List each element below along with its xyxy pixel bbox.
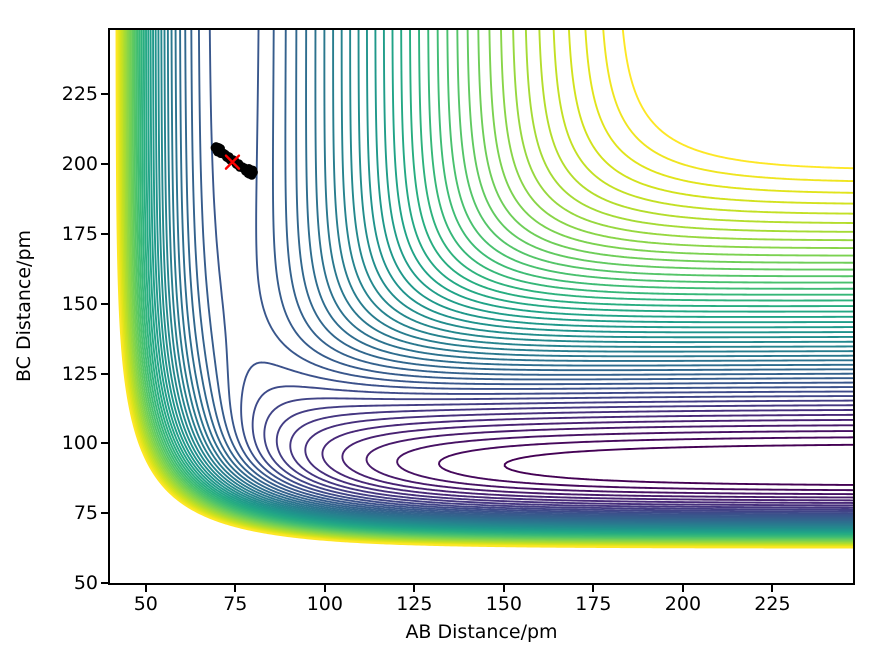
- x-tick-mark: [681, 585, 684, 592]
- x-tick-label: 200: [664, 593, 702, 615]
- x-tick-mark: [592, 585, 595, 592]
- x-tick-label: 125: [396, 593, 433, 615]
- x-tick-label: 150: [485, 593, 522, 615]
- y-axis-label: BC Distance/pm: [13, 229, 35, 383]
- x-tick-mark: [144, 585, 147, 592]
- x-tick-mark: [502, 585, 505, 592]
- y-tick-mark: [101, 163, 108, 166]
- y-tick-label: 125: [61, 362, 98, 385]
- x-tick-mark: [234, 585, 237, 592]
- x-tick-mark: [413, 585, 416, 592]
- y-tick-mark: [101, 93, 108, 96]
- contour-plot-canvas: [110, 30, 853, 583]
- x-tick-mark: [771, 585, 774, 592]
- y-tick-mark: [101, 232, 108, 235]
- y-tick-label: 50: [73, 572, 98, 594]
- x-tick-label: 50: [133, 593, 158, 615]
- x-tick-label: 100: [306, 593, 343, 615]
- x-tick-label: 75: [223, 593, 248, 615]
- y-tick-label: 75: [73, 502, 98, 525]
- y-tick-mark: [101, 582, 108, 584]
- x-axis-label: AB Distance/pm: [405, 621, 558, 643]
- y-tick-label: 100: [61, 432, 98, 455]
- y-tick-label: 175: [61, 222, 98, 245]
- y-tick-mark: [101, 512, 108, 515]
- x-tick-label: 175: [575, 593, 612, 615]
- y-tick-mark: [101, 442, 108, 445]
- y-tick-mark: [101, 372, 108, 375]
- y-tick-mark: [101, 302, 108, 305]
- y-tick-label: 225: [61, 83, 98, 106]
- x-tick-label: 225: [754, 593, 791, 615]
- y-tick-label: 200: [61, 153, 98, 176]
- y-tick-label: 150: [61, 292, 98, 315]
- x-tick-mark: [323, 585, 326, 592]
